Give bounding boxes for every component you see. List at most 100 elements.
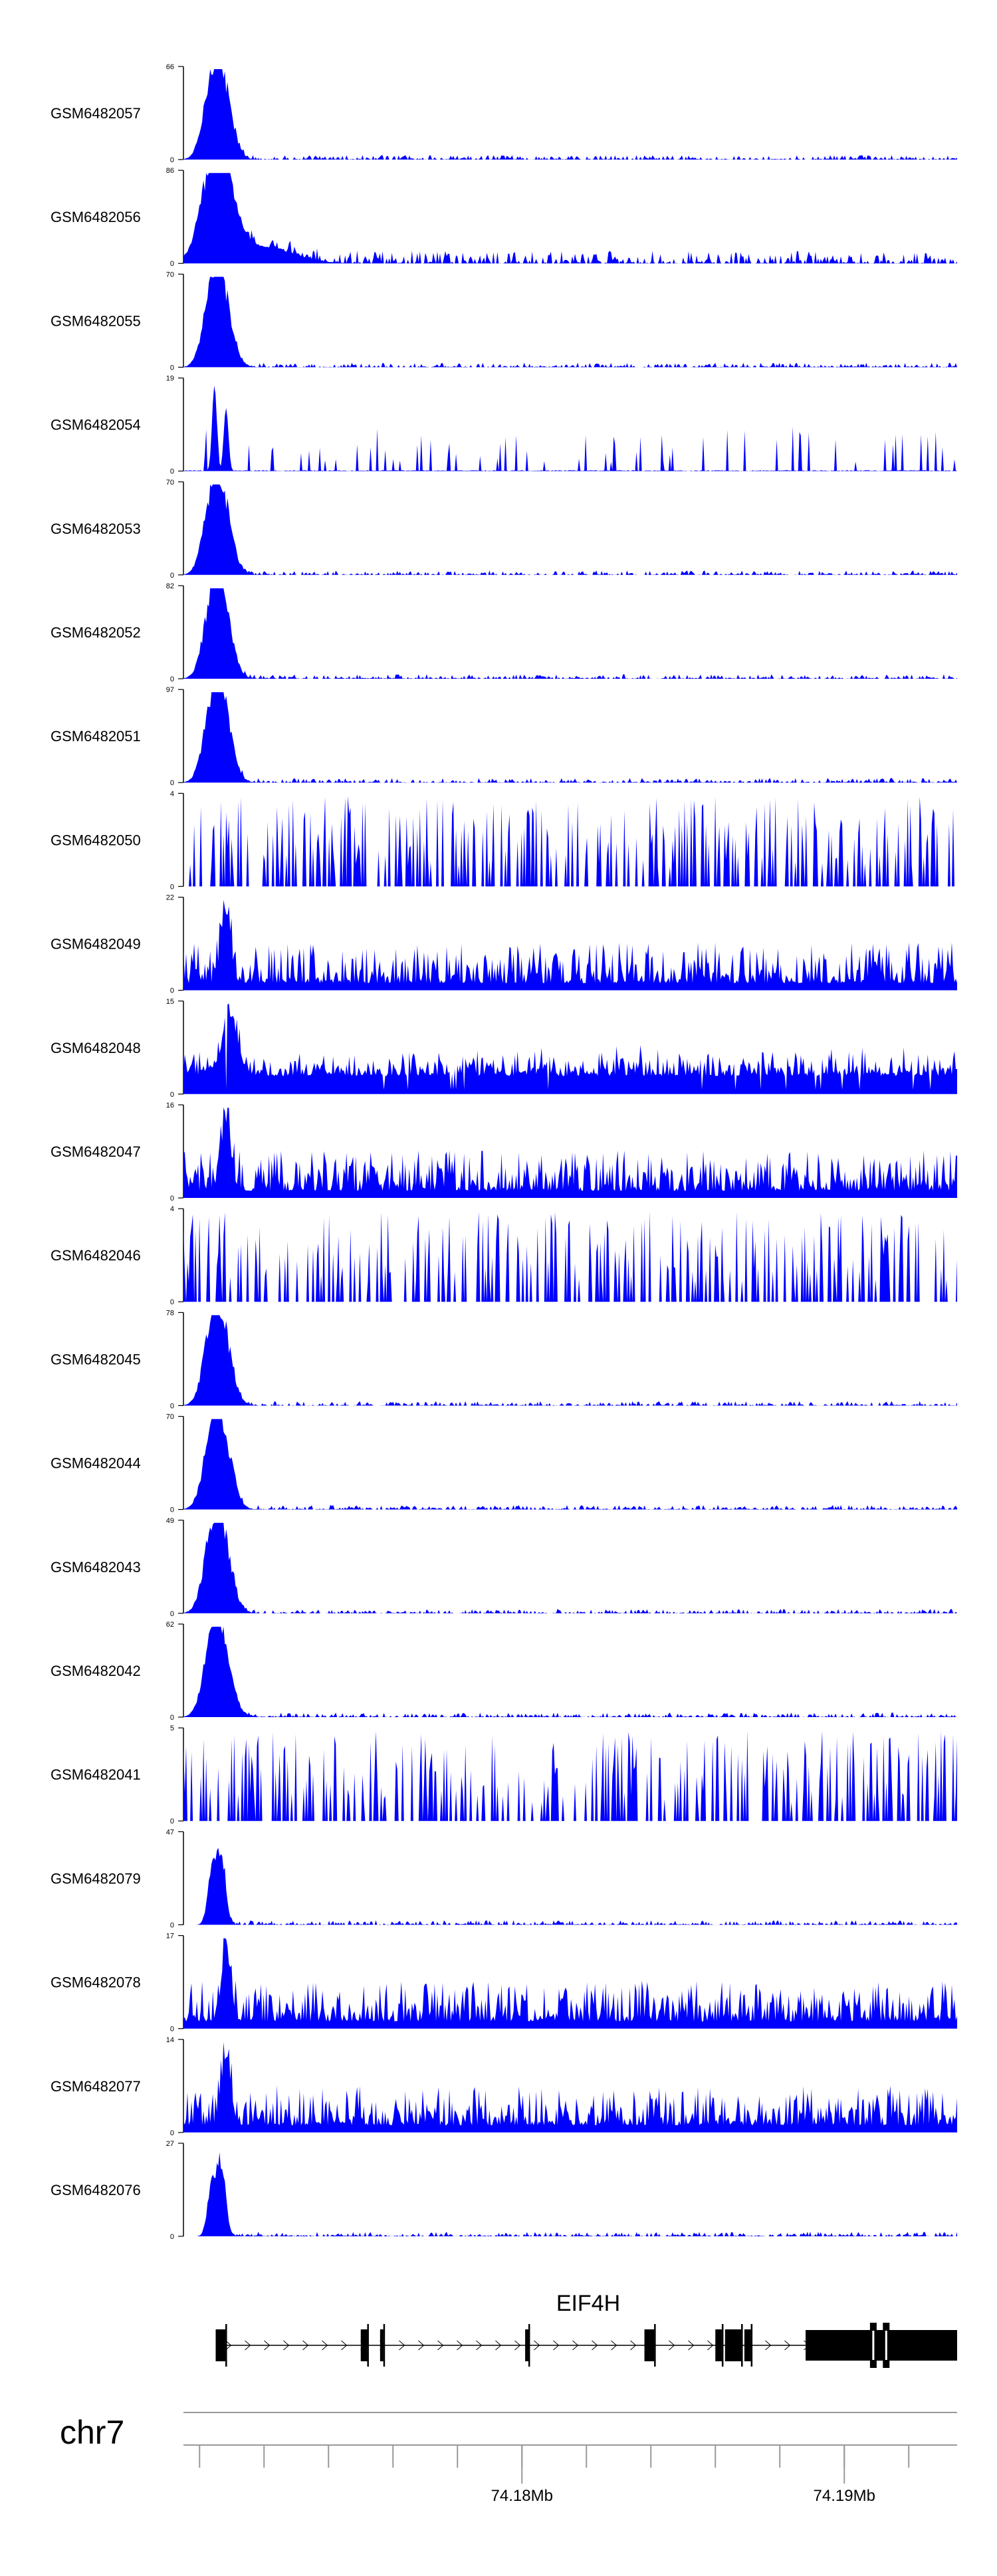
y-zero-label: 0	[170, 1195, 174, 1203]
y-max-label: 66	[166, 63, 174, 71]
strand-arrow	[302, 2340, 309, 2351]
y-max-label: 15	[166, 998, 174, 1006]
exon-boundary	[528, 2324, 530, 2367]
track-GSM6482051: GSM6482051 97 0	[51, 686, 957, 787]
strand-arrow	[225, 2340, 232, 2351]
strand-arrow	[630, 2340, 637, 2351]
track-label: GSM6482076	[51, 2182, 141, 2198]
track-GSM6482052: GSM6482052 82 0	[51, 582, 957, 683]
exon	[744, 2329, 751, 2361]
track-GSM6482046: GSM6482046 4 0	[51, 1205, 957, 1306]
y-max-label: 70	[166, 479, 174, 487]
track-GSM6482050: GSM6482050 4 0	[51, 790, 957, 891]
coverage-area	[183, 1211, 957, 1302]
exon-boundary	[721, 2324, 724, 2367]
coverage-area	[183, 173, 957, 264]
exon-boundary	[367, 2324, 369, 2367]
y-zero-label: 0	[170, 468, 174, 476]
y-zero-label: 0	[170, 1091, 174, 1099]
exon	[380, 2329, 384, 2361]
track-label: GSM6482079	[51, 1870, 141, 1887]
tracks-layer: GSM6482057660GSM6482056860GSM6482055700G…	[51, 63, 957, 2241]
y-max-label: 16	[166, 1102, 174, 1110]
strand-arrow	[341, 2340, 348, 2351]
strand-arrow	[784, 2340, 791, 2351]
track-GSM6482048: GSM6482048 15 0	[51, 998, 957, 1099]
track-label: GSM6482057	[51, 105, 141, 122]
y-max-label: 14	[166, 2036, 174, 2044]
track-label: GSM6482048	[51, 1040, 141, 1056]
major-tick-label: 74.19Mb	[814, 2487, 875, 2505]
gene-model: EIF4H	[215, 2291, 957, 2368]
y-max-label: 27	[166, 2140, 174, 2148]
track-GSM6482041: GSM6482041 5 0	[51, 1724, 957, 1825]
track-label: GSM6482056	[51, 209, 141, 225]
y-max-label: 17	[166, 1932, 174, 1940]
strand-arrow	[611, 2340, 617, 2351]
exon	[724, 2329, 742, 2361]
coverage-area	[183, 1847, 957, 1925]
y-zero-label: 0	[170, 260, 174, 268]
y-zero-label: 0	[170, 364, 174, 372]
y-zero-label: 0	[170, 2233, 174, 2241]
strand-arrow	[669, 2340, 675, 2351]
track-label: GSM6482052	[51, 624, 141, 641]
track-label: GSM6482078	[51, 1974, 141, 1991]
track-label: GSM6482041	[51, 1766, 141, 1783]
coverage-area	[183, 588, 957, 679]
y-zero-label: 0	[170, 572, 174, 580]
y-max-label: 4	[170, 1205, 174, 1213]
coverage-area	[183, 1003, 957, 1094]
coverage-area	[183, 484, 957, 575]
exon-boundary	[750, 2324, 753, 2367]
track-GSM6482055: GSM6482055 70 0	[51, 271, 957, 372]
y-zero-label: 0	[170, 1714, 174, 1722]
y-zero-label: 0	[170, 2129, 174, 2137]
track-GSM6482076: GSM6482076 27 0	[51, 2140, 957, 2241]
coverage-area	[183, 692, 957, 783]
y-zero-label: 0	[170, 883, 174, 891]
track-GSM6482047: GSM6482047 16 0	[51, 1102, 957, 1203]
strand-arrow	[553, 2340, 560, 2351]
y-max-label: 70	[166, 1413, 174, 1421]
coverage-area	[183, 1419, 957, 1510]
y-max-label: 49	[166, 1517, 174, 1525]
track-GSM6482077: GSM6482077 14 0	[51, 2036, 957, 2137]
exon	[360, 2329, 368, 2361]
track-label: GSM6482047	[51, 1143, 141, 1160]
y-zero-label: 0	[170, 1506, 174, 1514]
y-zero-label: 0	[170, 779, 174, 787]
y-zero-label: 0	[170, 1610, 174, 1618]
chromosome-label: chr7	[60, 2414, 124, 2451]
strand-arrow	[534, 2340, 540, 2351]
track-label: GSM6482045	[51, 1351, 141, 1367]
y-max-label: 82	[166, 582, 174, 590]
y-zero-label: 0	[170, 2026, 174, 2034]
y-max-label: 78	[166, 1309, 174, 1317]
coverage-area	[183, 899, 957, 991]
track-GSM6482078: GSM6482078 17 0	[51, 1932, 957, 2034]
exon-boundary	[741, 2324, 743, 2367]
strand-arrow	[592, 2340, 598, 2351]
track-label: GSM6482044	[51, 1455, 141, 1472]
gene-name-label: EIF4H	[556, 2291, 620, 2316]
y-max-label: 70	[166, 271, 174, 279]
strand-arrow	[457, 2340, 463, 2351]
coverage-area	[183, 1315, 957, 1406]
y-zero-label: 0	[170, 1921, 174, 1929]
y-max-label: 19	[166, 375, 174, 383]
exon	[644, 2329, 655, 2361]
exon	[806, 2330, 957, 2361]
track-label: GSM6482051	[51, 728, 141, 745]
track-label: GSM6482054	[51, 417, 141, 433]
y-max-label: 4	[170, 790, 174, 798]
coverage-area	[183, 1627, 957, 1717]
exon-boundary	[225, 2324, 227, 2367]
y-zero-label: 0	[170, 156, 174, 164]
major-tick-label: 74.18Mb	[491, 2487, 553, 2505]
track-label: GSM6482042	[51, 1663, 141, 1679]
strand-arrow	[437, 2340, 444, 2351]
coverage-area	[183, 2042, 957, 2133]
strand-arrow	[476, 2340, 483, 2351]
